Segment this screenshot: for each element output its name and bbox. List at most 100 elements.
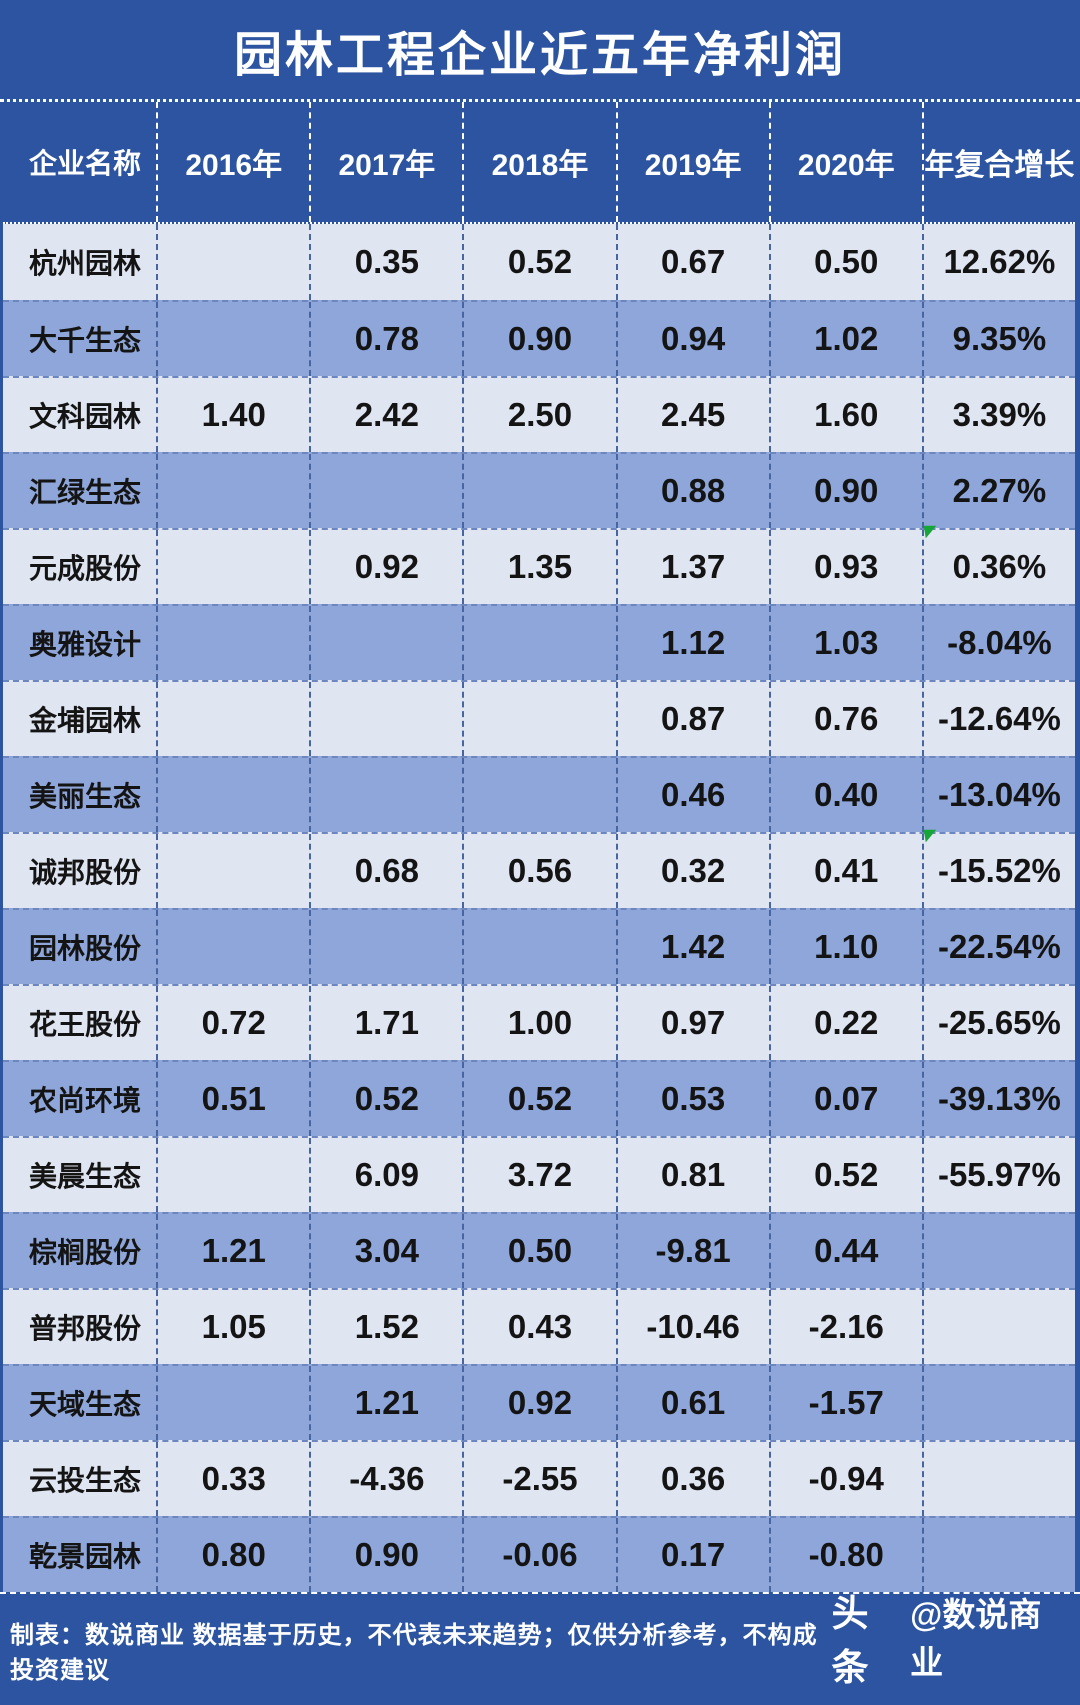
value-cell-2016 [156, 606, 309, 680]
brand-watermark: 头条 @数说商业 [832, 1583, 1058, 1705]
company-name-cell: 花王股份 [3, 986, 156, 1060]
value-cell-2018: 0.52 [462, 1062, 615, 1136]
company-name-cell: 文科园林 [3, 378, 156, 452]
value-2018: 0.52 [507, 1080, 573, 1117]
cagr-value: 0.36% [952, 548, 1047, 585]
column-header-2016: 2016年 [156, 102, 309, 222]
cagr-value: -25.65% [937, 1004, 1061, 1041]
value-cell-2018: 0.50 [462, 1214, 615, 1288]
value-2019: 0.46 [661, 776, 726, 813]
value-cell-2020: 0.40 [768, 758, 922, 832]
company-name-cell: 天域生态 [3, 1366, 156, 1440]
value-2019: 0.87 [661, 700, 726, 737]
value-cell-2017: 0.68 [309, 834, 462, 908]
company-name-cell: 云投生态 [3, 1442, 156, 1516]
value-2016: 0.51 [201, 1080, 266, 1117]
value-2018: 0.52 [507, 243, 573, 280]
value-cell-2016: 1.21 [156, 1214, 309, 1288]
cagr-cell: -13.04% [921, 758, 1075, 832]
value-cell-2019: 0.94 [615, 302, 769, 376]
cagr-value: 3.39% [952, 396, 1047, 433]
company-name-cell: 乾景园林 [3, 1518, 156, 1592]
cagr-cell [921, 1366, 1075, 1440]
company-name-cell: 园林股份 [3, 910, 156, 984]
company-name: 棕榈股份 [29, 1237, 142, 1268]
table-row: 花王股份 0.72 1.71 1.00 0.97 0.22 -25.65% [3, 984, 1075, 1060]
company-name-cell: 杭州园林 [3, 224, 156, 300]
brand-handle: @数说商业 [910, 1596, 1042, 1681]
value-2020: 1.10 [814, 928, 879, 965]
company-name: 诚邦股份 [29, 857, 142, 888]
table-row: 奥雅设计 1.12 1.03 -8.04% [3, 604, 1075, 680]
value-cell-2018: 2.50 [462, 378, 615, 452]
value-cell-2020: 0.41 [768, 834, 922, 908]
value-cell-2020: 0.50 [768, 224, 922, 300]
footer-disclaimer: 制表：数说商业 数据基于历史，不代表未来趋势；仅供分析参考，不构成投资建议 [10, 1621, 818, 1684]
value-cell-2016 [156, 1366, 309, 1440]
cagr-value: -8.04% [947, 624, 1052, 661]
value-cell-2018: 1.00 [462, 986, 615, 1060]
value-2016: 0.33 [201, 1460, 266, 1497]
cagr-value: -12.64% [937, 700, 1061, 737]
value-cell-2019: 1.12 [615, 606, 769, 680]
cagr-cell: -55.97% [921, 1138, 1075, 1212]
value-cell-2020: 0.52 [768, 1138, 922, 1212]
value-cell-2020: 1.03 [768, 606, 922, 680]
value-2017: 3.04 [354, 1232, 419, 1269]
table-row: 大千生态 0.78 0.90 0.94 1.02 9.35% [3, 300, 1075, 376]
value-2017: 0.68 [354, 852, 419, 889]
cagr-cell: 9.35% [921, 302, 1075, 376]
company-name: 美晨生态 [29, 1161, 142, 1192]
value-cell-2017: 0.52 [309, 1062, 462, 1136]
company-name: 园林股份 [29, 933, 142, 964]
value-2020: 0.22 [814, 1004, 879, 1041]
company-name-cell: 金埔园林 [3, 682, 156, 756]
value-cell-2020: 0.93 [768, 530, 922, 604]
value-2017: 0.52 [354, 1080, 419, 1117]
cagr-cell [921, 1290, 1075, 1364]
table-row: 杭州园林 0.35 0.52 0.67 0.50 12.62% [3, 224, 1075, 300]
value-2020: 0.41 [814, 852, 879, 889]
value-cell-2019: 1.42 [615, 910, 769, 984]
value-cell-2018 [462, 454, 615, 528]
value-cell-2018: -0.06 [462, 1518, 615, 1592]
cagr-cell: -25.65% [921, 986, 1075, 1060]
value-cell-2018: 0.52 [462, 224, 615, 300]
value-cell-2020: -0.80 [768, 1518, 922, 1592]
value-cell-2019: 0.81 [615, 1138, 769, 1212]
value-cell-2017: 1.21 [309, 1366, 462, 1440]
company-name-cell: 大千生态 [3, 302, 156, 376]
value-2019: 0.97 [661, 1004, 726, 1041]
value-cell-2017: 0.35 [309, 224, 462, 300]
value-2017: 0.90 [354, 1536, 419, 1573]
title-band: 园林工程企业近五年净利润 [0, 0, 1080, 102]
value-2017: -4.36 [349, 1460, 425, 1497]
value-2019: 1.37 [661, 548, 726, 585]
company-name-cell: 元成股份 [3, 530, 156, 604]
value-2019: 0.94 [661, 320, 726, 357]
value-2020: 0.76 [814, 700, 879, 737]
company-name: 农尚环境 [29, 1085, 142, 1116]
table-row: 汇绿生态 0.88 0.90 2.27% [3, 452, 1075, 528]
value-2016: 0.72 [201, 1004, 266, 1041]
table-row: 农尚环境 0.51 0.52 0.52 0.53 0.07 -39.13% [3, 1060, 1075, 1136]
company-name: 金埔园林 [29, 705, 142, 736]
value-cell-2019: 1.37 [615, 530, 769, 604]
value-2018: 0.90 [507, 320, 573, 357]
value-cell-2019: 0.32 [615, 834, 769, 908]
value-cell-2019: -9.81 [615, 1214, 769, 1288]
value-cell-2017: 3.04 [309, 1214, 462, 1288]
company-name: 奥雅设计 [29, 629, 142, 660]
cagr-cell: -39.13% [921, 1062, 1075, 1136]
table-row: 天域生态 1.21 0.92 0.61 -1.57 [3, 1364, 1075, 1440]
value-2020: 0.52 [814, 1156, 879, 1193]
value-cell-2016 [156, 224, 309, 300]
value-cell-2016: 1.05 [156, 1290, 309, 1364]
value-2016: 1.40 [201, 396, 266, 433]
value-cell-2016 [156, 910, 309, 984]
company-name: 乾景园林 [29, 1541, 142, 1572]
value-2017: 0.78 [354, 320, 419, 357]
value-2020: 0.44 [814, 1232, 879, 1269]
table-row: 棕榈股份 1.21 3.04 0.50 -9.81 0.44 [3, 1212, 1075, 1288]
column-header-2020: 2020年 [768, 102, 922, 222]
